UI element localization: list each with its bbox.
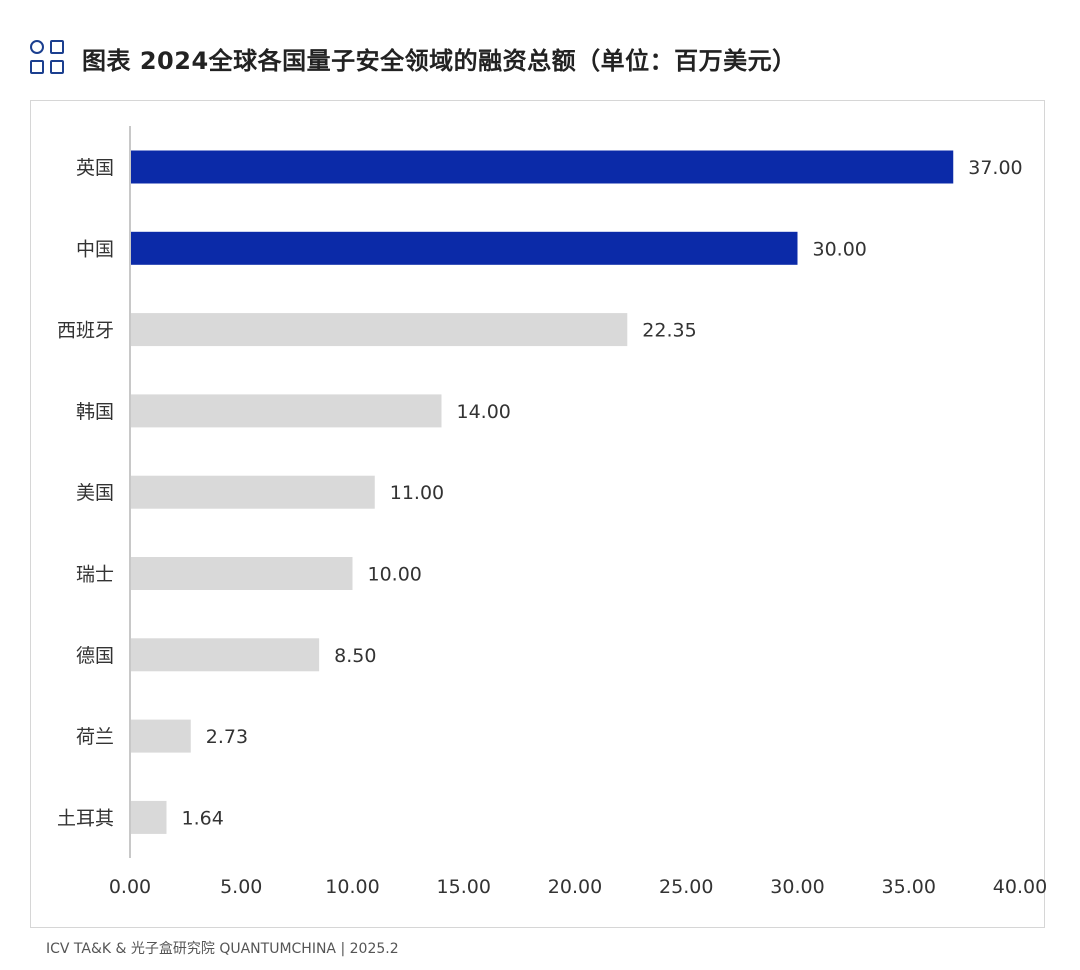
category-label: 德国 [76, 645, 114, 667]
data-label: 22.35 [642, 320, 696, 342]
source-footer: ICV TA&K & 光子盒研究院 QUANTUMCHINA | 2025.2 [46, 941, 399, 957]
x-tick-label: 40.00 [993, 876, 1047, 898]
data-label: 8.50 [334, 645, 376, 667]
chart-title: 图表 2024全球各国量子安全领域的融资总额（单位：百万美元） [82, 46, 797, 75]
category-label: 英国 [76, 157, 114, 179]
data-label: 14.00 [457, 401, 511, 423]
bar [131, 638, 320, 672]
category-label: 西班牙 [57, 320, 114, 342]
chart-frame [30, 100, 1045, 928]
x-tick-label: 0.00 [109, 876, 151, 898]
bar [131, 475, 375, 509]
chart-title-row: 图表 2024全球各国量子安全领域的融资总额（单位：百万美元） [28, 36, 797, 80]
category-label: 土耳其 [57, 807, 114, 829]
category-label: 韩国 [76, 401, 114, 423]
x-tick-label: 30.00 [770, 876, 824, 898]
data-label: 11.00 [390, 482, 444, 504]
bar [131, 800, 167, 834]
data-label: 30.00 [813, 238, 867, 260]
bar [131, 557, 353, 590]
x-tick-label: 35.00 [882, 876, 936, 898]
category-label: 瑞士 [76, 564, 114, 586]
data-label: 10.00 [368, 564, 422, 586]
category-label: 中国 [76, 238, 114, 260]
data-label: 2.73 [206, 726, 248, 748]
category-label: 美国 [76, 482, 114, 504]
data-label: 37.00 [968, 157, 1022, 179]
x-tick-label: 25.00 [659, 876, 713, 898]
four-shapes-grid-icon [28, 38, 68, 78]
x-tick-label: 20.00 [548, 876, 602, 898]
bar [131, 719, 191, 753]
bar [131, 150, 954, 184]
bar [131, 313, 628, 347]
x-tick-label: 5.00 [220, 876, 262, 898]
bar [131, 231, 798, 265]
x-tick-label: 10.00 [325, 876, 379, 898]
x-tick-label: 15.00 [437, 876, 491, 898]
data-label: 1.64 [181, 807, 223, 829]
category-label: 荷兰 [76, 726, 114, 748]
bar [131, 394, 442, 428]
